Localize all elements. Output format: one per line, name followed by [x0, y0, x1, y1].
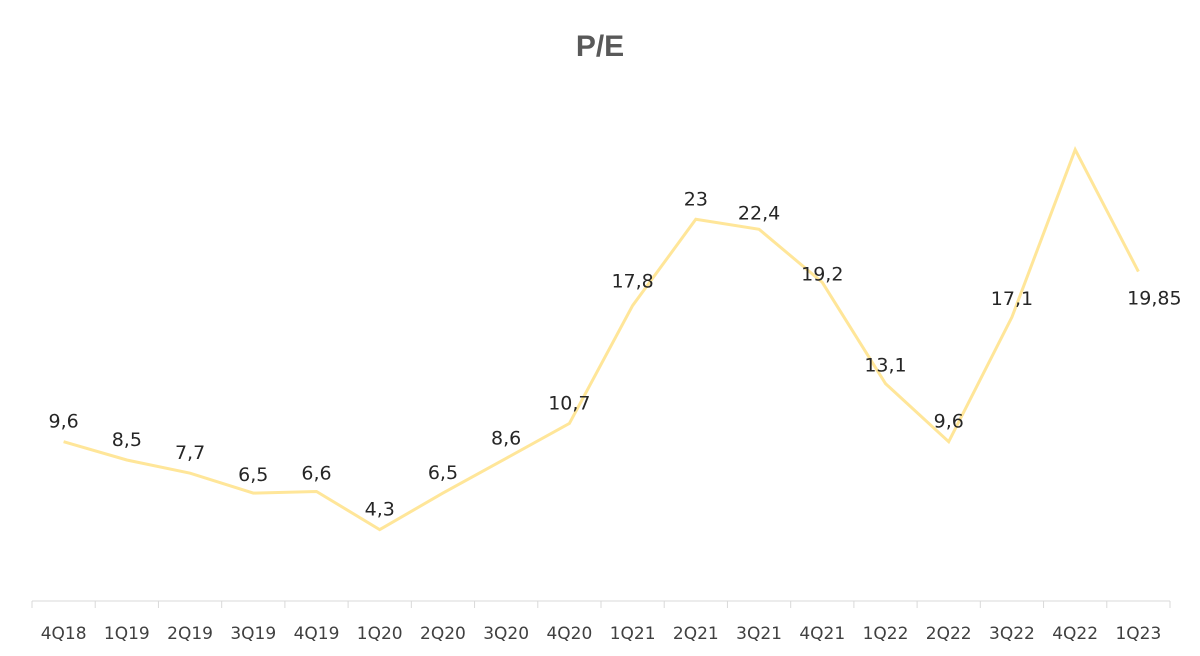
- data-point: [378, 528, 381, 531]
- data-point: [758, 228, 761, 231]
- data-point: [189, 472, 192, 475]
- x-tick-label: 1Q23: [1115, 624, 1161, 644]
- x-tick-label: 3Q22: [989, 624, 1035, 644]
- data-label: 17,8: [611, 271, 653, 293]
- data-label: 13,1: [864, 355, 906, 377]
- x-tick-label: 1Q22: [863, 624, 909, 644]
- x-tick-label: 4Q19: [294, 624, 340, 644]
- data-label: 8,6: [491, 427, 521, 449]
- data-point: [505, 457, 508, 460]
- data-point: [441, 492, 444, 495]
- x-tick-label: 4Q20: [546, 624, 592, 644]
- data-point: [125, 458, 128, 461]
- data-point: [1137, 270, 1140, 273]
- data-label: 9,6: [934, 411, 964, 433]
- x-tick-label: 1Q20: [357, 624, 403, 644]
- data-label: 19,85: [1127, 288, 1181, 310]
- x-tick-label: 2Q21: [673, 624, 719, 644]
- x-tick-label: 3Q19: [230, 624, 276, 644]
- data-label: 4,3: [365, 499, 395, 521]
- data-label: 19,2: [801, 263, 843, 285]
- data-label: 10,7: [548, 392, 590, 414]
- x-tick-label: 1Q21: [610, 624, 656, 644]
- data-label: 6,5: [428, 462, 458, 484]
- x-tick-label: 4Q18: [41, 624, 87, 644]
- x-tick-label: 1Q19: [104, 624, 150, 644]
- x-tick-label: 2Q19: [167, 624, 213, 644]
- data-label: 6,6: [301, 462, 331, 484]
- chart-title: P/E: [575, 30, 625, 63]
- data-point: [884, 382, 887, 385]
- x-tick-label: 2Q20: [420, 624, 466, 644]
- data-point: [568, 422, 571, 425]
- data-label: 9,6: [49, 411, 79, 433]
- x-tick-label: 3Q20: [483, 624, 529, 644]
- data-label: 7,7: [175, 442, 205, 464]
- data-point: [947, 440, 950, 443]
- data-point: [252, 492, 255, 495]
- data-point: [631, 304, 634, 307]
- data-label: 8,5: [112, 429, 142, 451]
- data-label: 22,4: [738, 202, 780, 224]
- data-point: [1010, 316, 1013, 319]
- x-tick-label: 4Q22: [1052, 624, 1098, 644]
- x-tick-label: 4Q21: [799, 624, 845, 644]
- data-point: [315, 490, 318, 493]
- data-point: [62, 440, 65, 443]
- data-label: 17,1: [991, 288, 1033, 310]
- data-point: [1074, 148, 1077, 151]
- x-tick-label: 3Q21: [736, 624, 782, 644]
- x-tick-label: 2Q22: [926, 624, 972, 644]
- data-label: 6,5: [238, 464, 268, 486]
- data-point: [694, 218, 697, 221]
- series-line: [63, 146, 1140, 532]
- data-label: 23: [684, 188, 708, 210]
